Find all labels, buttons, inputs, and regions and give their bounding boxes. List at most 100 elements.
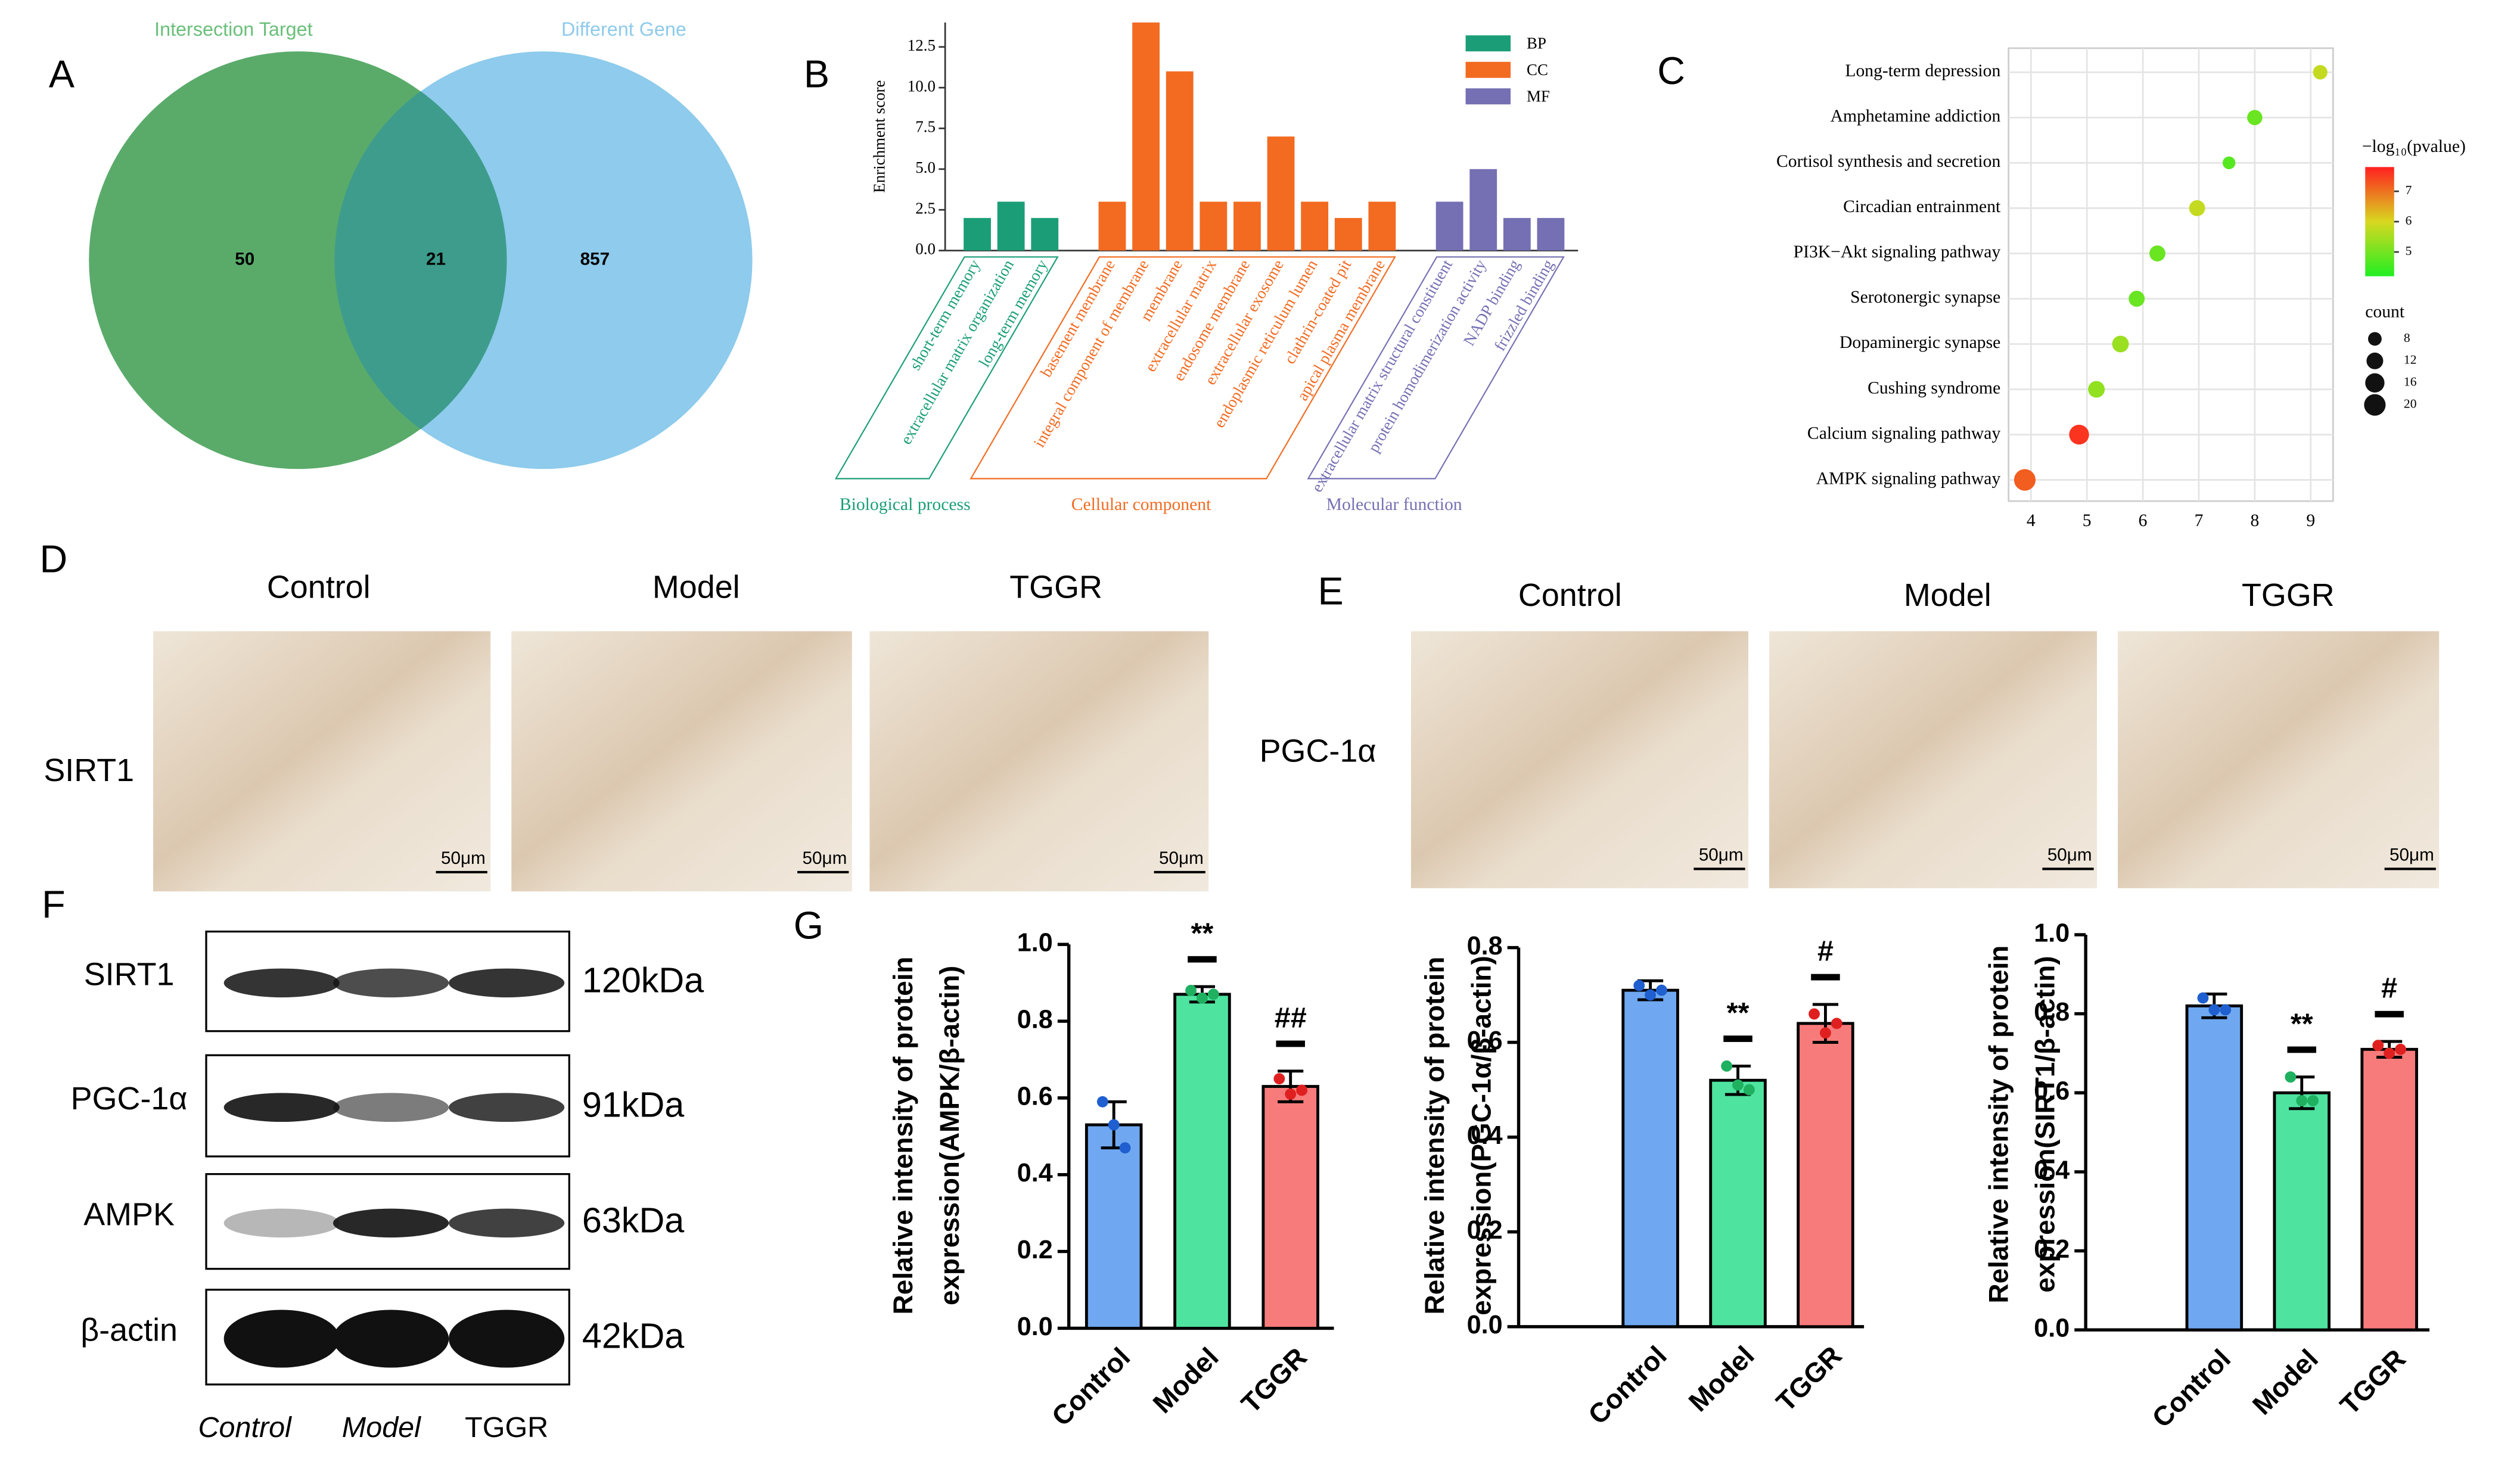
bar — [1132, 22, 1160, 251]
y-tick-label: 1.0 — [2034, 919, 2070, 947]
size-legend-dot — [2367, 332, 2382, 346]
micrograph — [1769, 631, 2098, 888]
panel-label: F — [42, 882, 66, 926]
significance: # — [1817, 935, 1834, 968]
significance: ** — [2291, 1007, 2313, 1040]
point — [2129, 291, 2145, 307]
legend-swatch — [1465, 35, 1511, 52]
group-title: Control — [1518, 577, 1622, 613]
y-tick-label: 0.6 — [1467, 1027, 1503, 1055]
y-tick-label: 0.2 — [1467, 1216, 1503, 1245]
y-tick-label: 2.5 — [915, 199, 936, 217]
micrograph — [153, 631, 491, 892]
data-point — [2208, 1004, 2220, 1016]
scale-bar-label: 50μm — [441, 848, 486, 868]
size-label: 91kDa — [582, 1084, 684, 1124]
y-tick-label: Dopaminergic synapse — [1839, 333, 2000, 352]
y-tick-label: 10.0 — [908, 77, 936, 95]
y-tick-label: Cushing syndrome — [1868, 378, 2000, 397]
data-point — [1108, 1119, 1120, 1131]
significance-bar — [1276, 1040, 1305, 1047]
size-legend-dot — [2366, 352, 2384, 369]
data-point — [2220, 1004, 2232, 1016]
data-point — [1809, 1008, 1820, 1020]
micrograph — [1410, 631, 1749, 888]
x-tick-label: 6 — [2139, 511, 2148, 530]
panel-label: C — [1657, 49, 1685, 92]
panel-label: E — [1318, 570, 1344, 613]
size-legend-dot — [2364, 394, 2386, 416]
blot-band — [449, 1310, 565, 1368]
colorbar-tick-label: 5 — [2406, 244, 2412, 258]
micrograph — [2118, 631, 2440, 888]
significance: ** — [1727, 997, 1750, 1029]
point — [2313, 65, 2328, 80]
data-point — [1721, 1060, 1733, 1072]
bar — [964, 217, 991, 251]
point — [2112, 335, 2129, 353]
bar — [1031, 217, 1059, 251]
group-box — [970, 256, 1396, 480]
y-tick-label: Circadian entrainment — [1843, 197, 2001, 216]
point — [2247, 110, 2263, 126]
point — [2013, 469, 2036, 491]
y-tick-label: 0.2 — [1017, 1236, 1053, 1264]
venn-overlap — [334, 91, 507, 430]
data-point — [1820, 1027, 1831, 1039]
significance: ** — [1191, 917, 1214, 950]
data-point — [1831, 1018, 1842, 1030]
significance: # — [2381, 972, 2397, 1004]
protein-label: PGC-1α — [71, 1081, 188, 1116]
y-tick-label: 0.6 — [1017, 1082, 1053, 1111]
blot-band — [333, 1093, 449, 1122]
legend-label: MF — [1527, 88, 1550, 105]
x-tick-label: Model — [1683, 1340, 1760, 1417]
y-tick-label: 5.0 — [915, 158, 936, 176]
y-tick-label: 12.5 — [908, 36, 936, 54]
x-tick-label: Control — [1583, 1340, 1673, 1430]
y-tick-label: PI3K−Akt signaling pathway — [1794, 242, 2001, 262]
group-label: Cellular component — [1071, 495, 1211, 514]
data-point — [2384, 1047, 2395, 1059]
bar — [1098, 201, 1126, 251]
point — [2222, 156, 2236, 170]
y-axis-label: expression(SIRT1/β-actin) — [2030, 956, 2061, 1293]
data-point — [2372, 1040, 2384, 1052]
colorbar-tick-label: 6 — [2406, 213, 2412, 228]
blot-band — [223, 1208, 340, 1238]
y-axis-label: Relative intensity of protein — [1983, 946, 2013, 1304]
legend-swatch — [1465, 88, 1511, 105]
size-legend-label: 8 — [2404, 331, 2410, 345]
bar — [1469, 169, 1497, 251]
y-tick-label: 0.2 — [2034, 1235, 2070, 1264]
y-tick-label: Long-term depression — [1845, 61, 2000, 80]
y-tick-label: 0.4 — [2034, 1156, 2070, 1184]
data-point — [1285, 1088, 1297, 1100]
venn-count: 21 — [426, 250, 446, 269]
data-point — [1296, 1084, 1308, 1096]
significance-bar — [1811, 974, 1840, 981]
x-tick-label: 9 — [2306, 511, 2315, 530]
scale-bar-label: 50μm — [1699, 845, 1744, 865]
lane-label: TGGR — [465, 1411, 548, 1444]
data-point — [1645, 989, 1657, 1001]
panel-label: D — [40, 537, 68, 581]
y-axis-label: Relative intensity of protein — [1419, 957, 1450, 1315]
size-label: 120kDa — [582, 960, 704, 1000]
bar — [1709, 1078, 1767, 1329]
y-axis-label: Relative intensity of protein — [888, 957, 918, 1315]
bar — [2273, 1091, 2331, 1332]
venn-count: 50 — [235, 250, 254, 269]
significance-bar — [2375, 1010, 2404, 1018]
blot-band — [333, 1208, 449, 1238]
group-title: Model — [652, 570, 740, 605]
blot-band — [449, 968, 565, 998]
size-label: 63kDa — [582, 1200, 684, 1240]
scale-bar-label: 50μm — [803, 848, 847, 868]
legend-swatch — [1465, 61, 1511, 78]
point — [2088, 381, 2105, 398]
colorbar-title: −log₁₀(pvalue) — [2362, 137, 2466, 156]
blot-band — [223, 968, 340, 998]
lane-label: Model — [342, 1411, 421, 1444]
